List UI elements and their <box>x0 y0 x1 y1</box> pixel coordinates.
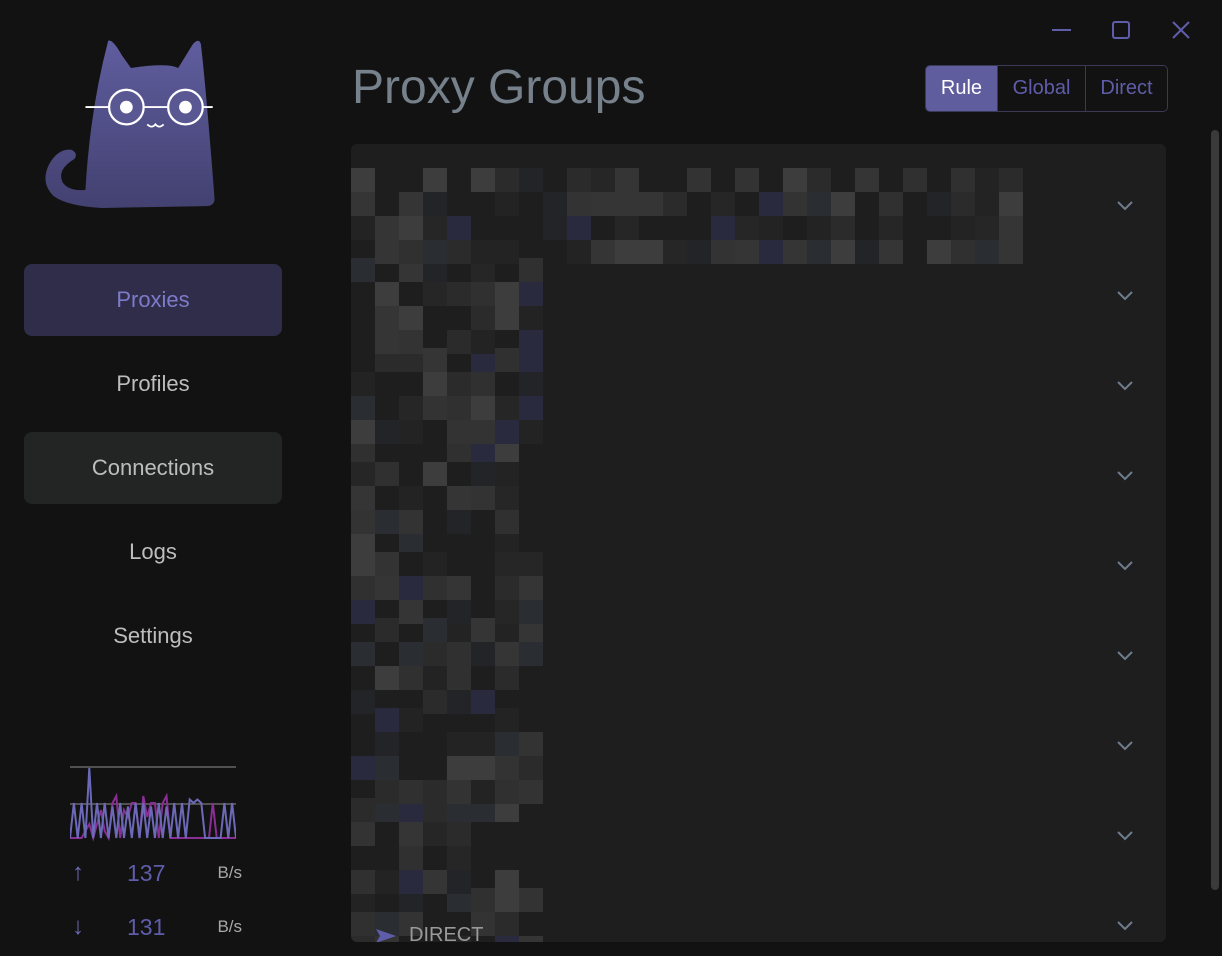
chevron-down-icon[interactable] <box>1116 290 1134 302</box>
proxy-group-row[interactable] <box>351 606 1166 714</box>
obscured-group-content <box>351 696 1071 804</box>
obscured-group-content <box>351 156 1071 264</box>
page-title: Proxy Groups <box>352 61 646 114</box>
nav-profiles[interactable]: Profiles <box>24 348 282 420</box>
proxy-group-row[interactable] <box>351 156 1166 264</box>
selected-proxy-name: DIRECT <box>409 924 484 942</box>
proxy-group-row[interactable] <box>351 696 1166 804</box>
arrow-down-icon: ↓ <box>72 913 84 940</box>
upload-value: 137 <box>127 859 166 886</box>
upload-series-line <box>70 767 236 839</box>
chevron-down-icon[interactable] <box>1116 560 1134 572</box>
nav-proxies[interactable]: Proxies <box>24 264 282 336</box>
selected-proxy: DIRECT <box>375 924 483 942</box>
chevron-down-icon[interactable] <box>1116 470 1134 482</box>
traffic-chart <box>70 766 236 842</box>
download-unit: B/s <box>217 917 242 936</box>
cat-logo <box>45 40 215 208</box>
mode-switch: Rule Global Direct <box>925 65 1168 112</box>
obscured-group-content <box>351 516 1071 624</box>
nav-label: Connections <box>91 455 215 480</box>
mode-direct-button[interactable]: Direct <box>1085 66 1167 111</box>
close-icon[interactable] <box>1169 18 1193 42</box>
send-arrow-icon <box>376 928 396 942</box>
nav-label: Logs <box>129 539 177 564</box>
upload-unit: B/s <box>217 863 242 882</box>
obscured-group-content <box>351 786 1071 894</box>
arrow-up-icon: ↑ <box>72 859 84 886</box>
nav-settings[interactable]: Settings <box>24 600 282 672</box>
nav-label: Proxies <box>116 287 190 312</box>
download-value: 131 <box>127 913 166 940</box>
proxy-group-row[interactable] <box>351 516 1166 624</box>
proxy-groups-list: DIRECT <box>351 144 1166 942</box>
chevron-down-icon[interactable] <box>1116 200 1134 212</box>
download-speed: ↓ 131 B/s <box>72 912 242 942</box>
mode-global-button[interactable]: Global <box>997 66 1085 111</box>
scrollbar[interactable] <box>1211 130 1219 890</box>
chevron-down-icon[interactable] <box>1116 830 1134 842</box>
minimize-icon[interactable] <box>1050 18 1074 42</box>
nav-logs[interactable]: Logs <box>24 516 282 588</box>
chevron-down-icon[interactable] <box>1116 650 1134 662</box>
nav-label: Profiles <box>116 371 190 396</box>
chevron-down-icon[interactable] <box>1116 920 1134 932</box>
proxy-group-row[interactable] <box>351 336 1166 444</box>
nav-connections[interactable]: Connections <box>24 432 282 504</box>
nav-label: Settings <box>113 623 193 648</box>
obscured-group-content <box>351 336 1071 444</box>
proxy-group-row[interactable] <box>351 786 1166 894</box>
chevron-down-icon[interactable] <box>1116 740 1134 752</box>
mode-rule-button[interactable]: Rule <box>926 66 997 111</box>
obscured-group-content <box>351 876 1071 942</box>
upload-speed: ↑ 137 B/s <box>72 858 242 888</box>
proxy-group-row[interactable] <box>351 876 1166 942</box>
chevron-down-icon[interactable] <box>1116 380 1134 392</box>
maximize-icon[interactable] <box>1109 18 1133 42</box>
